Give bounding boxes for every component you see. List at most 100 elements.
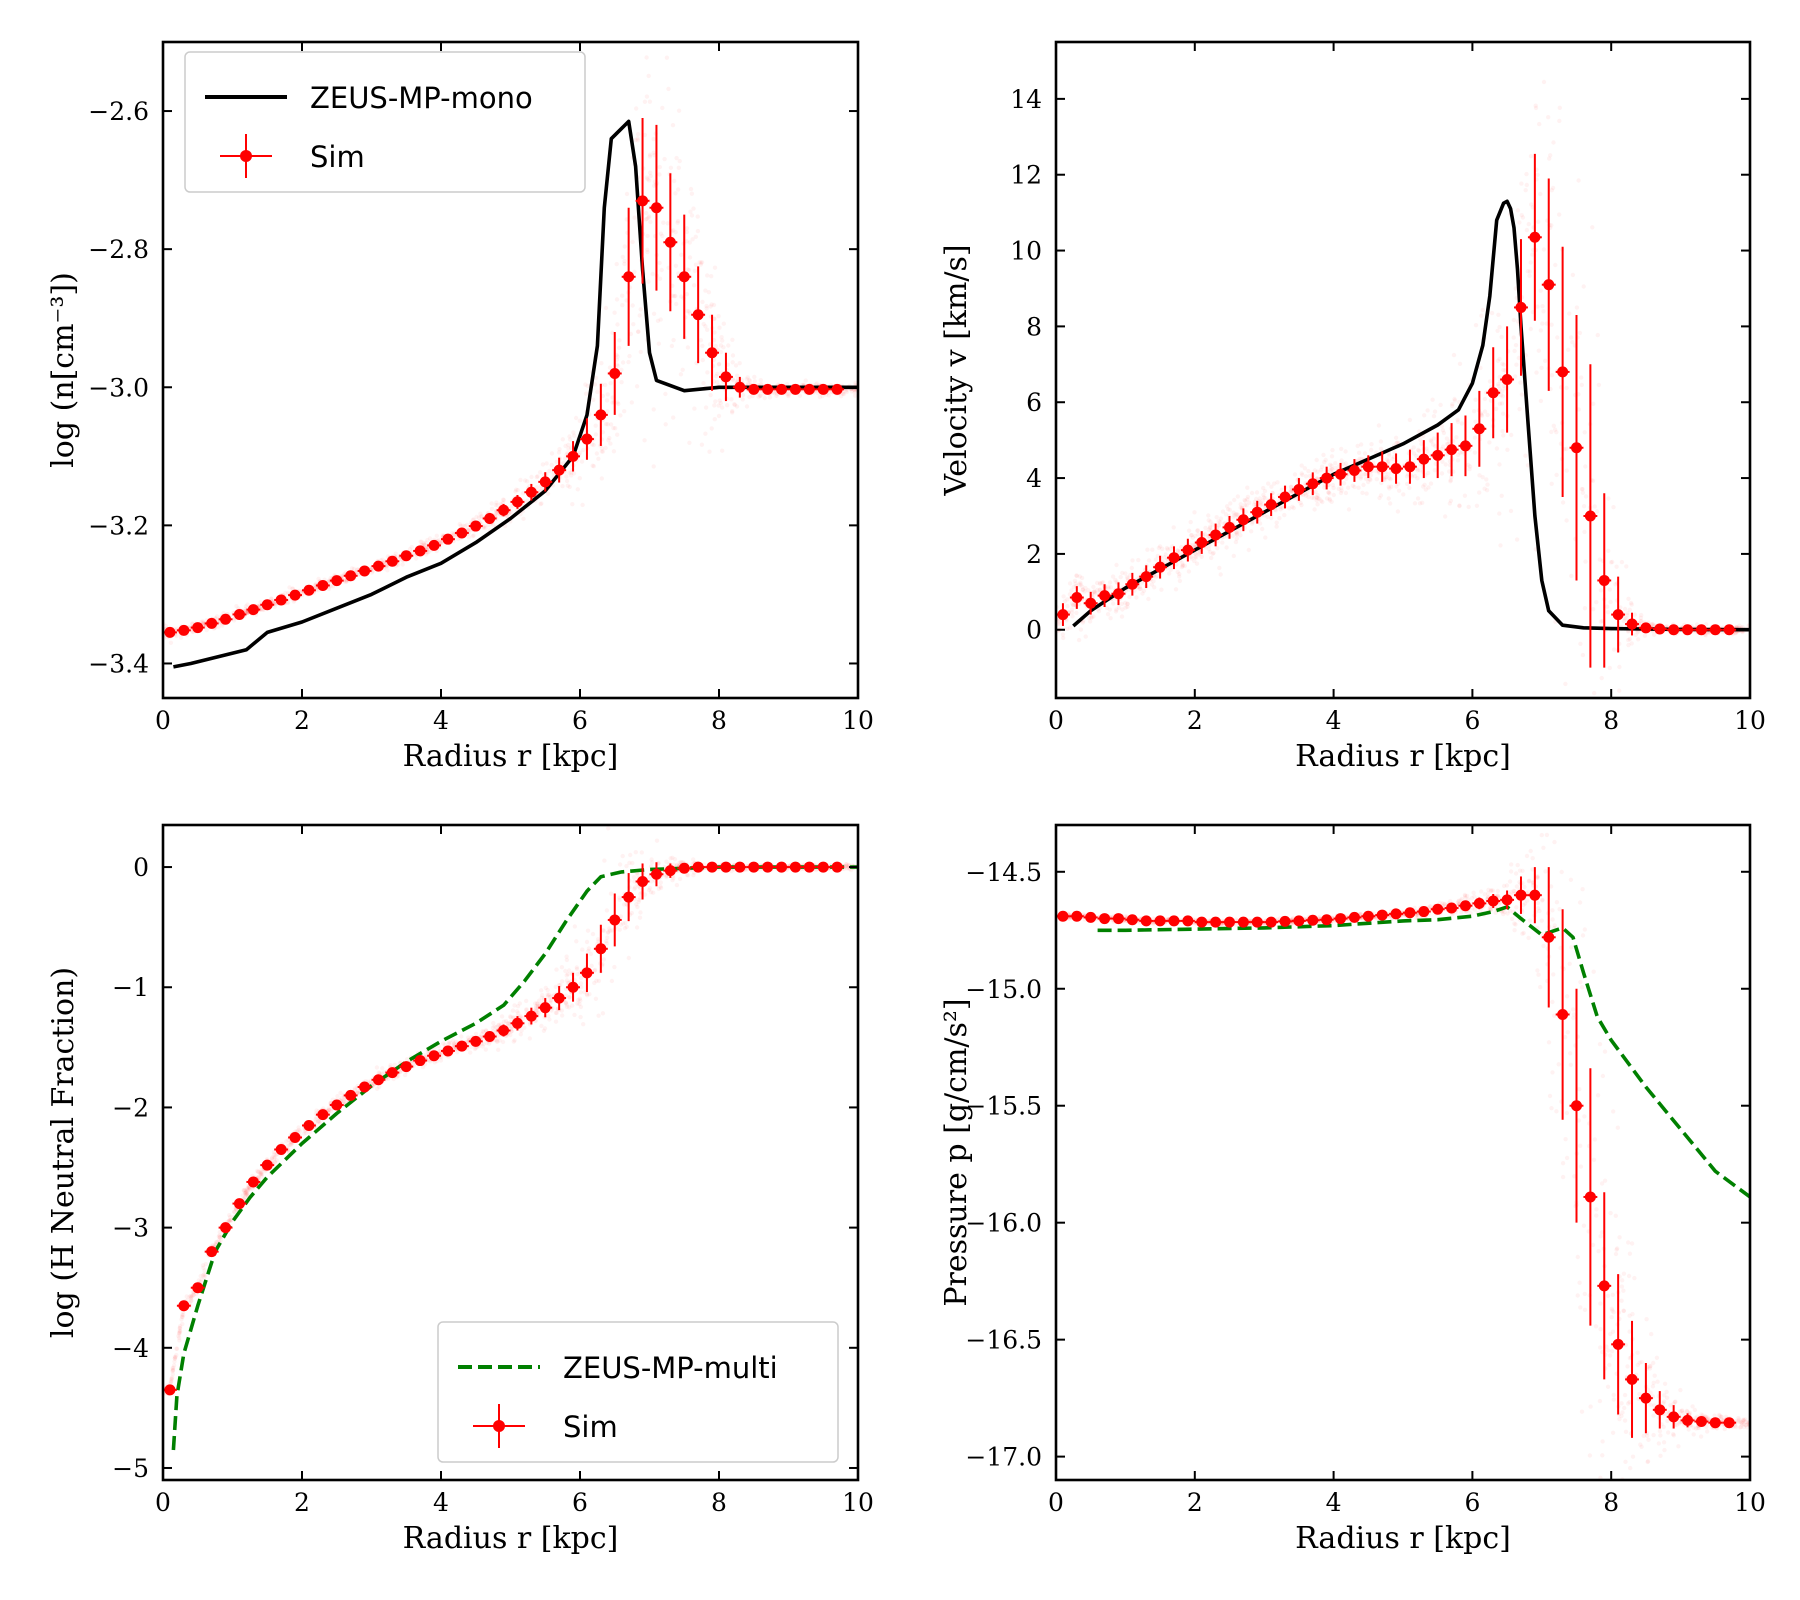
scatter-dot	[644, 216, 650, 222]
scatter-dot	[588, 951, 594, 957]
scatter-dot	[1626, 642, 1631, 648]
scatter-dot	[1177, 574, 1182, 579]
scatter-dot	[1551, 423, 1557, 428]
scatter-dot	[1482, 396, 1488, 402]
scatter-dot	[647, 154, 653, 159]
sim-point	[1654, 623, 1666, 635]
scatter-dot	[533, 1001, 538, 1006]
ticks	[162, 825, 859, 1480]
scatter-dot	[1376, 423, 1382, 428]
scatter-dot	[1396, 488, 1402, 493]
scatter-dot	[170, 1369, 175, 1374]
scatter-dot	[529, 474, 534, 480]
scatter-dot	[1261, 492, 1266, 498]
scatter-dot	[693, 262, 699, 267]
scatter-dot	[1497, 356, 1502, 362]
scatter-dot	[313, 1119, 318, 1125]
scatter-dot	[712, 316, 717, 321]
sim-point	[1112, 588, 1124, 600]
scatter-dot	[423, 540, 428, 546]
scatter-dot	[708, 392, 713, 398]
scatter-dot	[1246, 547, 1252, 553]
scatter-dot	[614, 362, 620, 367]
scatter-dot	[216, 1238, 221, 1243]
scatter-dot	[1733, 630, 1739, 636]
scatter-dot	[497, 1022, 502, 1027]
scatter-dot	[1196, 551, 1201, 556]
scatter-dot	[662, 156, 667, 162]
scatter-dot	[1432, 468, 1438, 473]
scatter-dot	[1202, 532, 1208, 537]
scatter-dot	[244, 1186, 250, 1192]
sim-point	[1376, 461, 1388, 473]
scatter-dot	[1472, 450, 1478, 455]
sim-point	[261, 1159, 273, 1171]
scatter-dot	[752, 374, 757, 380]
scatter-dot	[1396, 481, 1401, 486]
scatter-dot	[1328, 468, 1333, 473]
scatter-dot	[616, 401, 621, 407]
scatter-dot	[178, 1329, 183, 1334]
scatter-dot	[581, 447, 586, 453]
scatter-dot	[1076, 637, 1082, 643]
scatter-dot	[539, 501, 544, 506]
scatter-dot	[716, 403, 721, 408]
scatter-dot	[546, 992, 552, 997]
scatter-dot	[686, 267, 692, 273]
scatter-dot	[1193, 555, 1199, 560]
scatter-dot	[519, 1028, 524, 1033]
scatter-dot	[1415, 496, 1421, 501]
scatter-dot	[688, 186, 694, 192]
series-line-zeus-mp-mono	[1072, 199, 1750, 632]
scatter-dot	[1467, 467, 1472, 472]
scatter-dot	[569, 473, 574, 478]
y-axis-label: Velocity v [km/s]	[939, 244, 974, 496]
scatter-dot	[594, 978, 599, 983]
scatter-dot	[1363, 471, 1368, 477]
scatter-dot	[608, 891, 614, 896]
scatter-dot	[1306, 494, 1311, 500]
scatter-dot	[1606, 548, 1611, 553]
scatter-dot	[1497, 401, 1503, 406]
scatter-dot	[1107, 607, 1113, 612]
scatter-dot	[511, 1015, 516, 1020]
scatter-dot	[1344, 476, 1349, 481]
scatter-dot	[1209, 555, 1214, 561]
scatter-dot	[844, 389, 849, 395]
scatter-dot	[1175, 569, 1180, 575]
scatter-dot	[177, 1325, 183, 1331]
sim-point	[567, 981, 579, 993]
scatter-dot	[1527, 273, 1532, 278]
scatter-dot	[534, 1001, 540, 1006]
sim-point	[498, 504, 510, 516]
scatter-dot	[1086, 588, 1091, 593]
scatter-dot	[554, 967, 559, 972]
x-tick-label: 8	[1603, 706, 1619, 735]
scatter-dot	[1235, 494, 1241, 499]
scatter-dot	[700, 343, 705, 349]
scatter-dot	[476, 515, 482, 520]
scatter-dot	[243, 1191, 248, 1196]
scatter-dot	[634, 384, 640, 389]
scatter-dot	[177, 1330, 182, 1335]
scatter-dot	[1356, 485, 1361, 490]
scatter-dot	[1579, 382, 1585, 388]
scatter-dot	[581, 1021, 586, 1027]
scatter-dot	[639, 850, 644, 855]
scatter-dot	[1614, 1247, 1619, 1252]
scatter-dot	[494, 1037, 499, 1043]
scatter-dot	[657, 164, 662, 170]
scatter-dot	[1598, 619, 1604, 624]
scatter-dot	[1312, 468, 1318, 473]
scatter-dot	[1189, 556, 1194, 561]
scatter-dot	[601, 957, 606, 962]
scatter-dot	[298, 1128, 303, 1134]
scatter-dot	[1173, 587, 1179, 592]
scatter-dot	[698, 262, 703, 267]
scatter-dot	[1083, 634, 1088, 639]
x-tick-label: 6	[572, 706, 588, 735]
scatter-dot	[314, 1115, 319, 1120]
x-axis-label: Radius r [kpc]	[403, 739, 619, 774]
scatter-dot	[1549, 373, 1555, 378]
scatter-dot	[1415, 476, 1420, 481]
